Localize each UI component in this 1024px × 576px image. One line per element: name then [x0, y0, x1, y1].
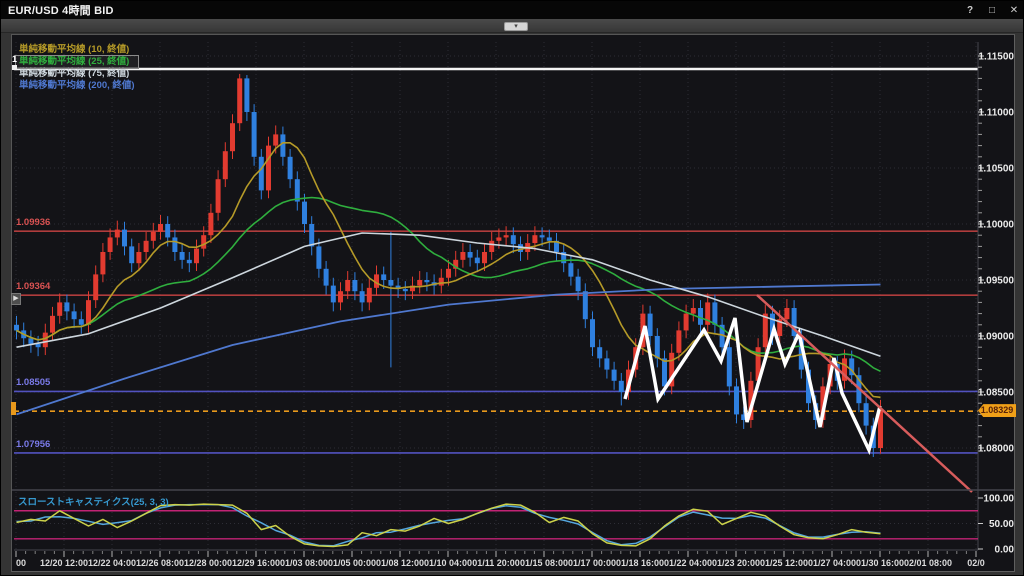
svg-text:100.00: 100.00 [983, 494, 1014, 505]
svg-text:12/20 12:00: 12/20 12:00 [40, 558, 88, 568]
price-level-label: 1.09936 [16, 217, 51, 229]
svg-text:01/18 16:00: 01/18 16:00 [616, 558, 664, 568]
current-price-left-marker [11, 402, 16, 415]
svg-text:01/08 12:00: 01/08 12:00 [376, 558, 424, 568]
stochastic-label: スローストキャスティクス(25, 3, 3) [18, 497, 169, 508]
window-controls: ? □ ✕ [963, 1, 1021, 19]
overlay-drawings[interactable] [14, 67, 978, 493]
title-bar[interactable]: EUR/USD 4時間 BID ? □ ✕ [1, 1, 1023, 19]
toolbar-collapse-button[interactable]: ▾ [504, 22, 528, 31]
svg-text:1.10000: 1.10000 [978, 220, 1014, 231]
price-axis[interactable]: 1.11500 1.11000 1.10500 1.10000 1.09500 1.090… [977, 42, 1014, 556]
chart-panel: 1.11500 1.11000 1.10500 1.10000 1.09500 1.090… [11, 34, 1015, 572]
time-axis[interactable]: 00 12/20 12:00 12/22 04:00 12/26 08:00 12/28… [14, 549, 985, 568]
svg-text:01/15 08:00: 01/15 08:00 [520, 558, 568, 568]
legend-sma-10[interactable]: 単純移動平均線 (10, 終値) [19, 44, 130, 55]
svg-text:12/22 04:00: 12/22 04:00 [88, 558, 136, 568]
svg-text:01/30 16:00: 01/30 16:00 [856, 558, 904, 568]
svg-text:01/25 12:00: 01/25 12:00 [760, 558, 808, 568]
price-level-label: 1.08505 [16, 377, 51, 389]
svg-text:01/17 00:00: 01/17 00:00 [568, 558, 616, 568]
close-button[interactable]: ✕ [1009, 4, 1019, 16]
svg-text:02/01 08:00: 02/01 08:00 [904, 558, 952, 568]
line-anchor-badge[interactable]: 1 [12, 54, 18, 64]
svg-text:1.08500: 1.08500 [978, 388, 1014, 399]
svg-text:1.11500: 1.11500 [978, 52, 1014, 63]
svg-text:01/23 20:00: 01/23 20:00 [712, 558, 760, 568]
maximize-button[interactable]: □ [988, 4, 996, 16]
svg-text:12/29 16:00: 12/29 16:00 [232, 558, 280, 568]
svg-text:01/22 04:00: 01/22 04:00 [664, 558, 712, 568]
help-button[interactable]: ? [966, 4, 974, 16]
svg-text:12/28 00:00: 12/28 00:00 [184, 558, 232, 568]
svg-text:1.08000: 1.08000 [978, 444, 1014, 455]
svg-text:12/26 08:00: 12/26 08:00 [136, 558, 184, 568]
grid [12, 35, 1014, 571]
line-drag-handle[interactable] [12, 65, 17, 70]
svg-text:01/27 04:00: 01/27 04:00 [808, 558, 856, 568]
svg-text:50.00: 50.00 [989, 519, 1014, 530]
svg-text:0.00: 0.00 [995, 545, 1014, 556]
window-title: EUR/USD 4時間 BID [8, 5, 114, 17]
svg-text:1.11000: 1.11000 [978, 108, 1014, 119]
svg-text:01/10 04:00: 01/10 04:00 [424, 558, 472, 568]
legend-sma-75[interactable]: 単純移動平均線 (75, 終値) [19, 68, 130, 79]
toolbar-strip: ▾ [1, 19, 1023, 33]
svg-text:1.10500: 1.10500 [978, 164, 1014, 175]
indicator-legend: 単純移動平均線 (10, 終値) 単純移動平均線 (25, 終値) 単純移動平均… [15, 44, 139, 92]
svg-text:01/05 00:00: 01/05 00:00 [328, 558, 376, 568]
current-price-badge: 1.08329 [978, 404, 1016, 418]
svg-text:01/03 08:00: 01/03 08:00 [280, 558, 328, 568]
price-level-label: 1.07956 [16, 438, 51, 450]
svg-text:01/11 20:00: 01/11 20:00 [472, 558, 520, 568]
panel-expand-button[interactable]: ▶ [11, 293, 21, 305]
svg-text:00: 00 [16, 558, 26, 568]
chart-canvas[interactable]: 1.11500 1.11000 1.10500 1.10000 1.09500 1.090… [12, 35, 1014, 571]
stochastic-panel [12, 489, 1014, 548]
legend-sma-200[interactable]: 単純移動平均線 (200, 終値) [19, 80, 135, 91]
legend-sma-25[interactable]: 単純移動平均線 (25, 終値) [15, 55, 139, 69]
svg-text:1.09500: 1.09500 [978, 276, 1014, 287]
svg-text:1.09000: 1.09000 [978, 332, 1014, 343]
svg-text:02/0: 02/0 [967, 558, 985, 568]
price-level-label: 1.09364 [16, 281, 51, 293]
